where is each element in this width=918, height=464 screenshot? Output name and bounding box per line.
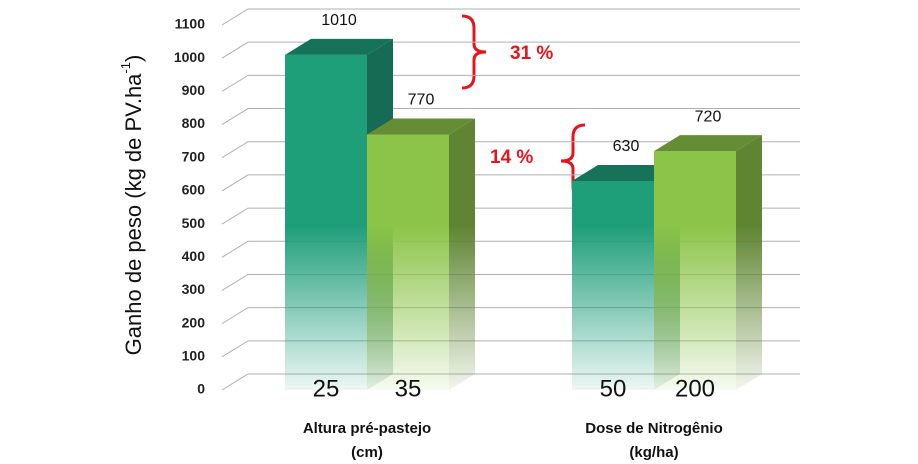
group-label: Altura pré-pastejo <box>303 420 431 437</box>
y-tick-label: 1000 <box>174 49 205 65</box>
y-axis-label-suffix: ) <box>121 55 146 62</box>
y-tick-label: 100 <box>182 348 206 364</box>
x-tick-label: 25 <box>313 375 340 402</box>
y-tick-label: 600 <box>182 182 206 198</box>
group-label: (kg/ha) <box>629 444 678 461</box>
grid-line <box>221 141 800 159</box>
value-label: 630 <box>613 138 640 155</box>
group-label: (cm) <box>351 444 383 461</box>
grid-line <box>221 8 800 26</box>
bar <box>572 180 654 390</box>
y-tick-label: 800 <box>182 115 206 131</box>
y-tick-label: 900 <box>182 82 206 98</box>
grid-line <box>221 74 800 92</box>
y-tick-label: 400 <box>182 248 206 264</box>
bar-top <box>367 118 475 135</box>
group-label: Dose de Nitrogênio <box>585 420 723 437</box>
bar-side <box>736 135 762 390</box>
bar-side <box>449 118 475 390</box>
bar-top <box>572 164 680 181</box>
bar-top <box>654 135 762 152</box>
y-axis-label-text: Ganho de peso (kg de PV.ha <box>121 73 146 356</box>
value-label: 720 <box>695 108 722 125</box>
bar-top <box>285 38 393 55</box>
bracket <box>461 14 487 90</box>
bar <box>367 134 449 390</box>
value-label: 1010 <box>321 12 357 29</box>
x-tick-label: 35 <box>395 375 422 402</box>
y-tick-label: 300 <box>182 281 206 297</box>
y-tick-label: 0 <box>197 381 205 397</box>
y-axis-label: Ganho de peso (kg de PV.ha-1) <box>118 55 145 356</box>
x-tick-label: 50 <box>600 375 627 402</box>
value-label: 770 <box>408 92 435 109</box>
y-tick-label: 700 <box>182 148 206 164</box>
y-tick-label: 500 <box>182 215 206 231</box>
y-tick-label: 1100 <box>175 16 206 32</box>
y-tick-label: 200 <box>182 314 206 330</box>
x-tick-label: 200 <box>675 375 715 402</box>
bar <box>285 54 367 390</box>
bar <box>654 151 736 390</box>
annotation: 31 % <box>510 43 553 64</box>
grid-line <box>221 41 800 59</box>
y-axis-label-sup: -1 <box>118 62 133 74</box>
annotation: 14 % <box>490 147 533 168</box>
grid-line <box>221 108 800 125</box>
